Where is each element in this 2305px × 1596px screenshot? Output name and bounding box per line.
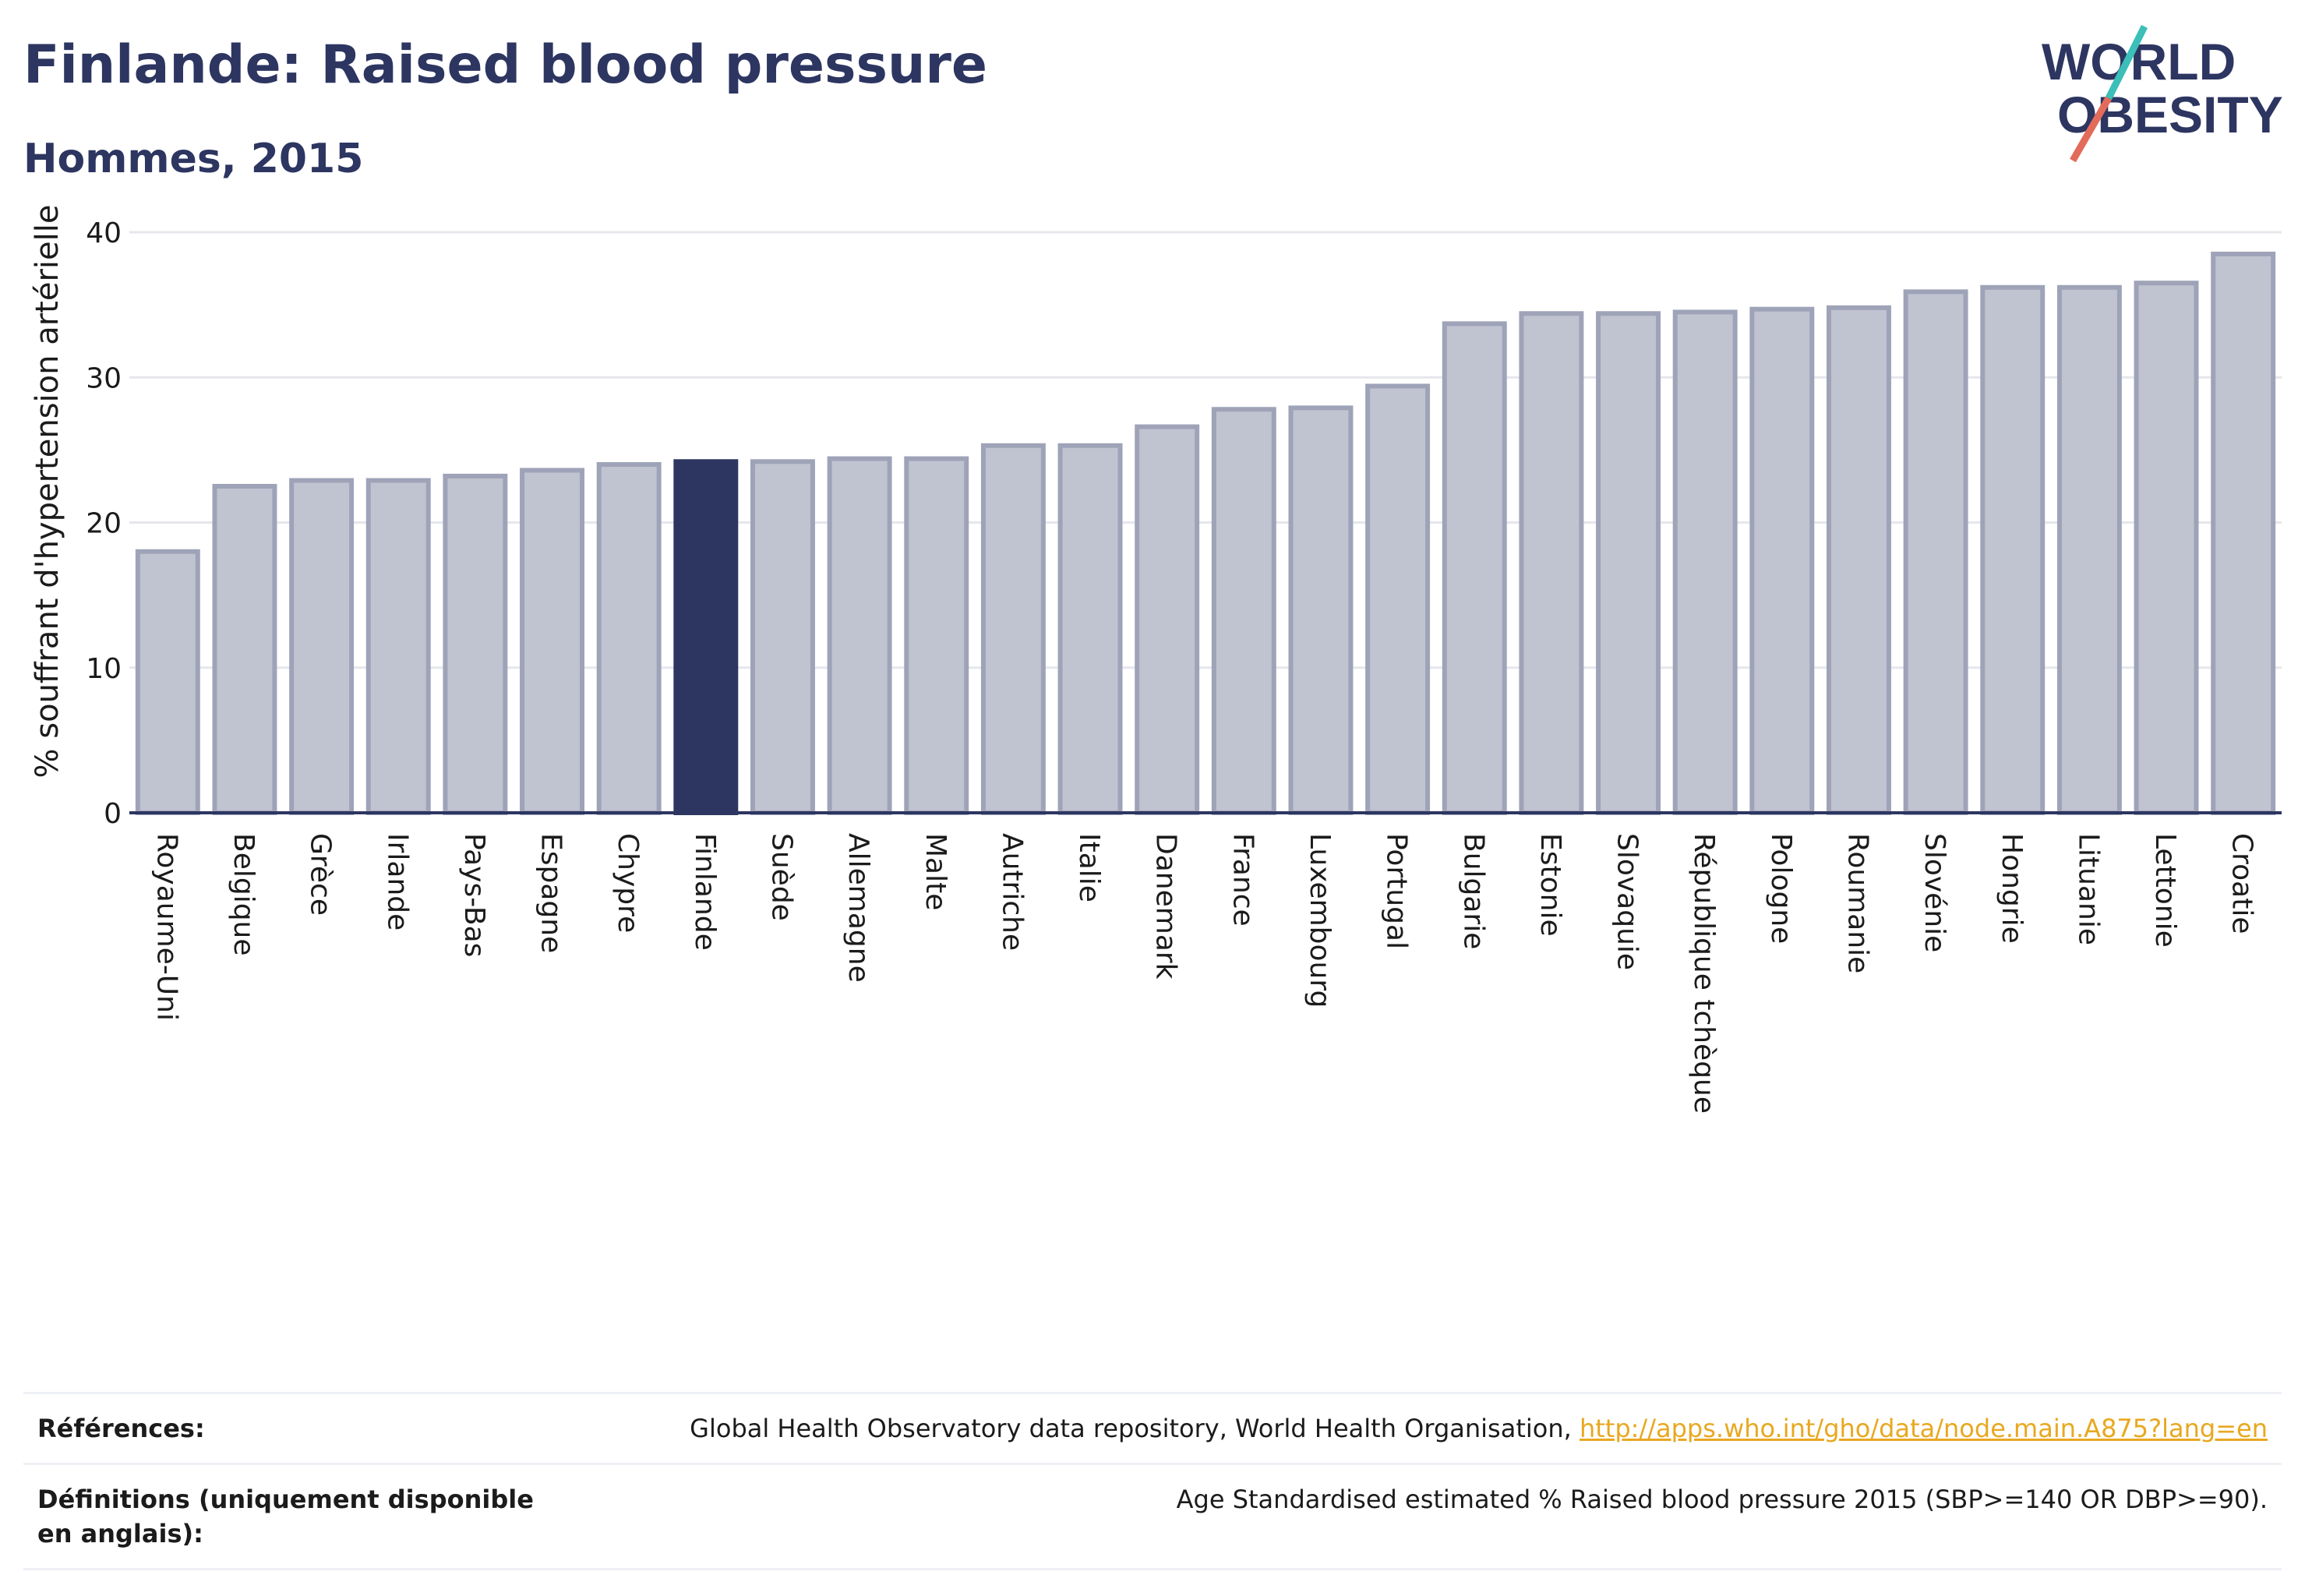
bar-irlande: [365, 478, 431, 815]
x-tick-label: Danemark: [1150, 833, 1182, 980]
references-table: Références: Global Health Observatory da…: [23, 1392, 2282, 1570]
y-tick-label: 0: [104, 798, 122, 830]
bar-slov-nie: [1903, 289, 1968, 815]
bar-belgique: [212, 483, 277, 815]
definitions-value: Age Standardised estimated % Raised bloo…: [1176, 1485, 2268, 1514]
x-tick-label: Hongrie: [1996, 833, 2028, 944]
x-tick-label: Portugal: [1381, 833, 1413, 949]
bar-italie: [1057, 443, 1123, 815]
world-obesity-logo: WORLD OBESITY: [2042, 24, 2283, 163]
x-tick-label: Slovénie: [1918, 833, 1950, 952]
bar-slovaquie: [1596, 311, 1661, 815]
bar-danemark: [1135, 424, 1200, 815]
y-tick-label: 20: [86, 508, 122, 540]
x-tick-label: Slovaquie: [1611, 833, 1643, 970]
bar-lituanie: [2056, 284, 2122, 815]
bar-su-de: [750, 459, 815, 816]
bars: [135, 251, 2276, 816]
logo-line2: OBESITY: [2057, 86, 2283, 143]
references-row: Références: Global Health Observatory da…: [23, 1393, 2282, 1464]
x-tick-label: Allemagne: [842, 833, 874, 983]
x-tick-label: République tchèque: [1688, 833, 1720, 1114]
bar-finlande: [673, 459, 739, 816]
definitions-row: Définitions (uniquement disponible en an…: [23, 1464, 2282, 1570]
bar-chypre: [596, 462, 662, 815]
logo-slash-top: [2105, 24, 2148, 101]
bar-hongrie: [1980, 284, 2046, 815]
x-tick-label: Finlande: [689, 833, 721, 951]
x-tick-label: Malte: [920, 833, 951, 910]
bar-lettonie: [2134, 281, 2199, 815]
references-link[interactable]: http://apps.who.int/gho/data/node.main.A…: [1579, 1414, 2268, 1443]
bar-allemagne: [827, 456, 892, 815]
page-subtitle: Hommes, 2015: [23, 136, 364, 182]
x-tick-label: Luxembourg: [1304, 833, 1336, 1008]
bar-france: [1211, 407, 1276, 815]
x-tick-label: Irlande: [381, 833, 413, 930]
bar-portugal: [1365, 383, 1431, 815]
references-label: Références:: [37, 1414, 205, 1443]
definitions-label: Définitions (uniquement disponible en an…: [37, 1485, 534, 1548]
bar-r-publique-tch-que: [1672, 309, 1738, 815]
x-tick-label: Autriche: [996, 833, 1028, 951]
bar-croatie: [2211, 251, 2276, 815]
x-tick-label: Italie: [1073, 833, 1105, 902]
y-tick-label: 30: [86, 362, 122, 394]
x-tick-label: Belgique: [228, 833, 259, 956]
y-tick-labels: 0 10 20 30 40: [86, 217, 122, 830]
y-tick-label: 10: [86, 653, 122, 685]
x-tick-label: Roumanie: [1841, 833, 1873, 973]
y-tick-label: 40: [86, 217, 122, 249]
x-tick-label: Bulgarie: [1457, 833, 1489, 949]
bar-roumanie: [1826, 305, 1891, 816]
x-tick-label: Croatie: [2226, 833, 2258, 934]
bar-malte: [904, 456, 969, 815]
x-tick-labels: Royaume-Uni Belgique Grèce Irlande Pays-Bas E…: [150, 833, 2257, 1114]
bar-bulgarie: [1442, 321, 1507, 815]
references-text: Global Health Observatory data repositor…: [690, 1414, 1580, 1443]
page-title: Finlande: Raised blood pressure: [23, 34, 988, 96]
bar-royaume-uni: [135, 549, 200, 815]
bar-espagne: [520, 468, 585, 815]
bar-pologne: [1749, 306, 1815, 815]
x-tick-label: Suède: [765, 833, 797, 921]
x-tick-label: Lituanie: [2072, 833, 2104, 945]
bar-autriche: [980, 443, 1046, 815]
bar-gr-ce: [289, 478, 355, 815]
x-tick-label: Chypre: [612, 833, 644, 933]
x-tick-label: Pays-Bas: [458, 833, 490, 957]
x-tick-label: Estonie: [1534, 833, 1566, 937]
logo-slash-bottom: [2070, 96, 2112, 163]
bar-chart: 0 10 20 30 40 Royaume-Uni Belgique Grèce Irland…: [30, 205, 2282, 1114]
bar-luxembourg: [1288, 405, 1354, 815]
references-value: Global Health Observatory data repositor…: [581, 1393, 2282, 1464]
x-tick-label: Grèce: [305, 833, 337, 916]
x-tick-label: Lettonie: [2149, 833, 2181, 948]
x-tick-label: Espagne: [535, 833, 567, 953]
x-tick-label: Royaume-Uni: [150, 833, 182, 1021]
y-axis-label: % souffrant d'hypertension artérielle: [30, 205, 65, 779]
bar-pays-bas: [443, 473, 508, 816]
x-tick-label: France: [1227, 833, 1258, 927]
x-tick-label: Pologne: [1765, 833, 1797, 944]
bar-estonie: [1519, 311, 1584, 815]
